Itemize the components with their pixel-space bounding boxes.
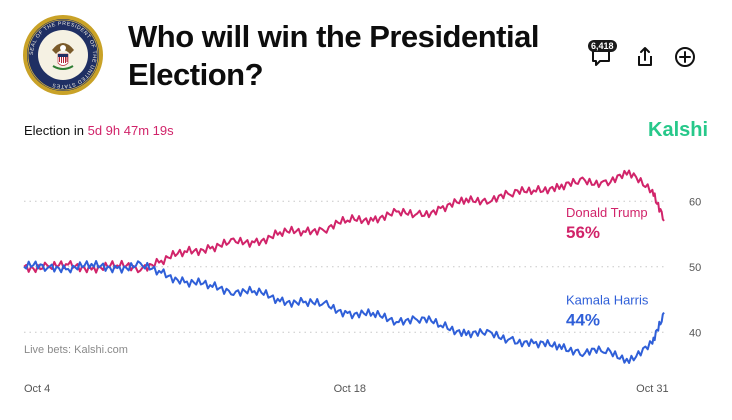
y-tick-label-40: 40 (689, 327, 701, 339)
action-bar: 6,418 (586, 40, 706, 74)
series-value-donald-trump: 56% (566, 223, 600, 242)
share-icon (638, 47, 652, 66)
countdown-time: 5d 9h 47m 19s (87, 123, 174, 138)
x-tick-label-oct-18: Oct 18 (334, 383, 366, 395)
comment-button[interactable]: 6,418 (586, 40, 617, 74)
x-tick-label-oct-31: Oct 31 (636, 383, 668, 395)
series-line-kamala-harris (23, 260, 665, 364)
countdown-label: Election in (24, 123, 84, 138)
series-name-donald-trump: Donald Trump (566, 205, 648, 220)
add-icon (675, 47, 695, 67)
series-line-donald-trump (23, 169, 665, 274)
page-title: Who will win the Presidential Election? (128, 19, 539, 92)
series-name-kamala-harris: Kamala Harris (566, 293, 649, 308)
chart-watermark: Live bets: Kalshi.com (24, 344, 128, 356)
y-tick-label-50: 50 (689, 262, 701, 274)
comment-count-badge: 6,418 (588, 40, 617, 52)
x-tick-label-oct-4: Oct 4 (24, 383, 50, 395)
election-countdown: Election in 5d 9h 47m 19s (24, 123, 174, 138)
comment-icon (592, 50, 610, 66)
presidential-seal: SEAL OF THE PRESIDENT OF THE UNITED STAT… (23, 15, 103, 95)
add-button[interactable] (670, 40, 700, 74)
odds-chart: 60 50 40 Oct 4 Oct 18 Oct 31 Donald Trump 56% Ka… (23, 169, 701, 395)
y-tick-label-60: 60 (689, 196, 701, 208)
series-value-kamala-harris: 44% (566, 311, 600, 330)
kalshi-logo[interactable]: Kalshi (648, 119, 709, 141)
share-button[interactable] (630, 40, 660, 74)
